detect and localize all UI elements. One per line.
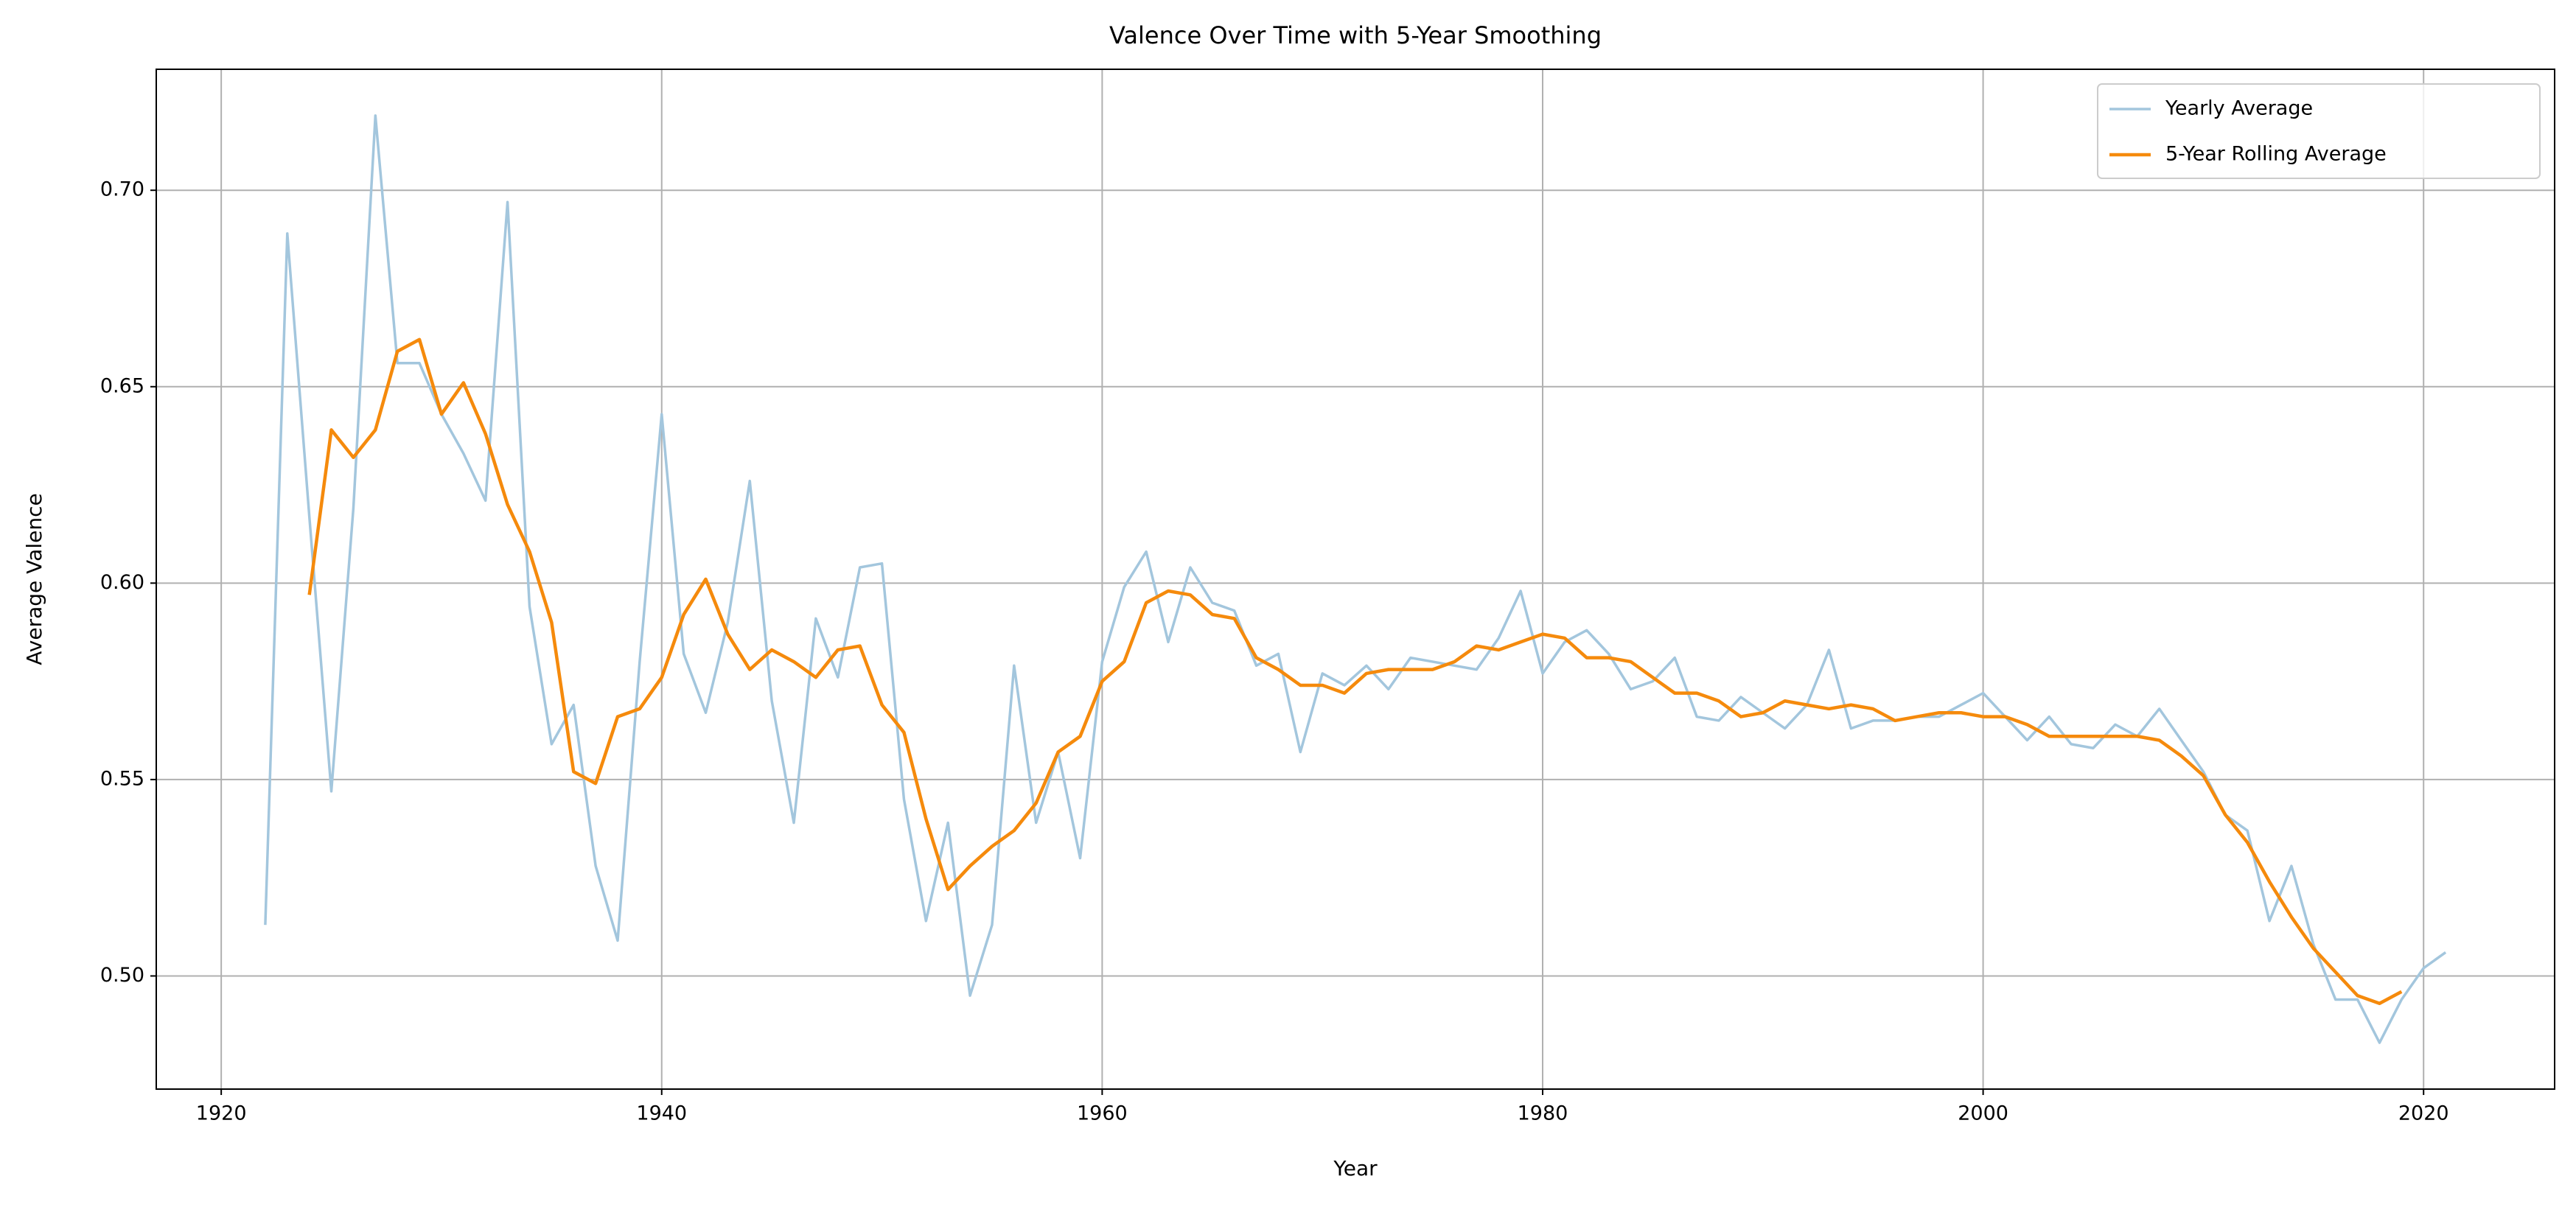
y-tick-label: 0.70 — [100, 178, 144, 201]
y-tick-label: 0.65 — [100, 374, 144, 397]
data-line — [264, 114, 2447, 1044]
legend: Yearly Average 5-Year Rolling Average — [2097, 83, 2541, 179]
chart-title: Valence Over Time with 5-Year Smoothing — [1109, 21, 1602, 49]
x-tick-label: 2000 — [1958, 1102, 2008, 1125]
y-tick-label: 0.50 — [100, 964, 144, 987]
y-tick-label: 0.55 — [100, 767, 144, 790]
x-axis-label: Year — [1333, 1156, 1378, 1180]
y-tick-label: 0.60 — [100, 571, 144, 594]
legend-label: 5-Year Rolling Average — [2165, 143, 2387, 166]
plot-frame — [156, 69, 2555, 1090]
x-tick-label: 2020 — [2398, 1102, 2449, 1125]
x-tick-label: 1980 — [1518, 1102, 1568, 1125]
x-tick-label: 1940 — [636, 1102, 687, 1125]
data-line — [307, 337, 2403, 1006]
y-axis-label: Average Valence — [22, 493, 46, 665]
legend-label: Yearly Average — [2165, 97, 2313, 120]
legend-box — [2097, 83, 2541, 179]
x-tick-label: 1960 — [1077, 1102, 1128, 1125]
x-tick-label: 1920 — [196, 1102, 247, 1125]
